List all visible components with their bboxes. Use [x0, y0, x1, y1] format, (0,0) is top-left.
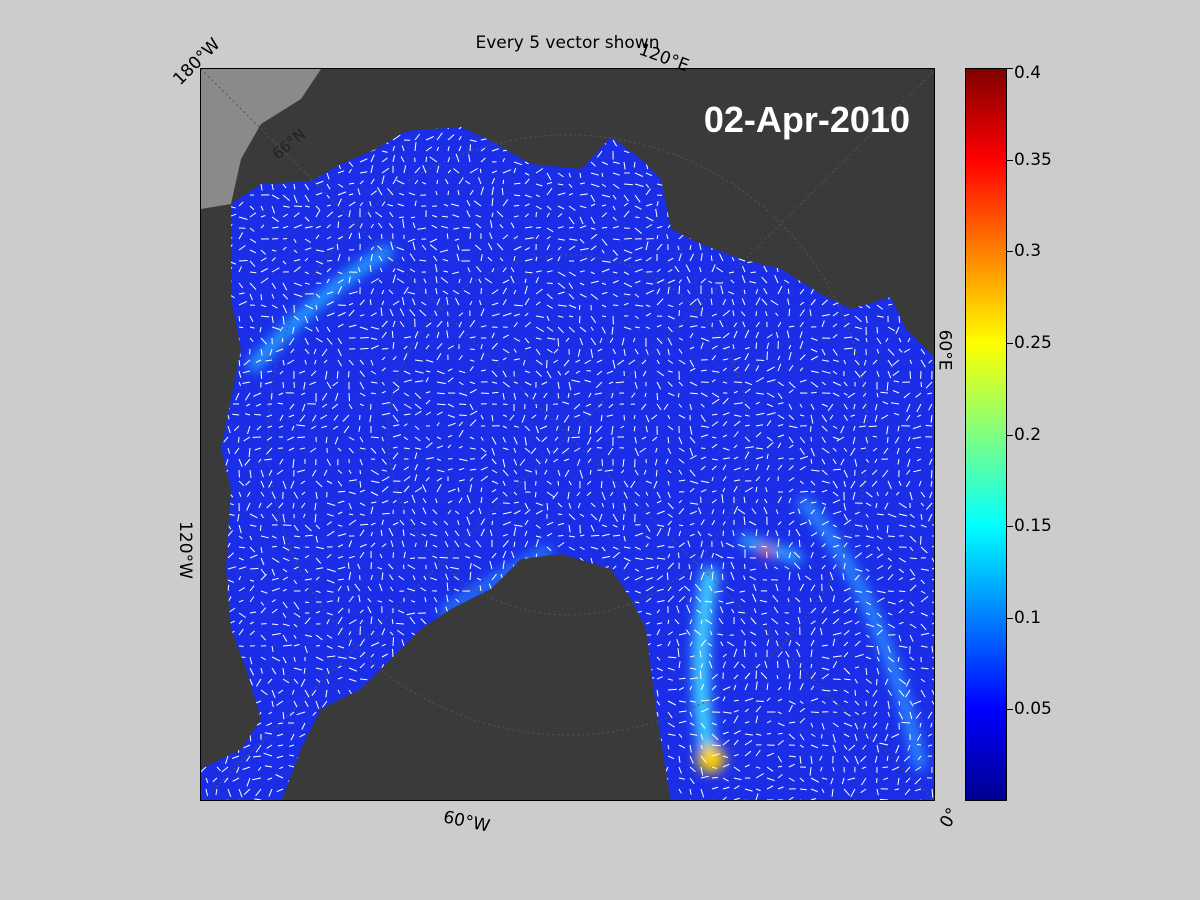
colorbar-tick	[1007, 617, 1013, 619]
colorbar-tick-label: 0.1	[1014, 607, 1042, 628]
lon-label-60e: 60°E	[934, 329, 955, 371]
colorbar-tick	[1007, 251, 1013, 253]
date-label: 02-Apr-2010	[703, 99, 910, 140]
colorbar-tick	[1007, 68, 1013, 69]
colorbar-tick	[1007, 526, 1013, 528]
colorbar-tick	[1007, 434, 1013, 436]
colorbar-tick-label: 0.25	[1014, 332, 1052, 353]
speed-highlights	[246, 243, 927, 773]
map-svg	[201, 69, 934, 800]
map-panel: 02-Apr-2010	[200, 68, 935, 801]
plot-title: Every 5 vector shown	[475, 33, 660, 53]
graticule	[201, 69, 934, 800]
colorbar-tick-label: 0.05	[1014, 699, 1052, 720]
ice-shelf-area	[201, 69, 321, 209]
lon-label-60w: 60°W	[441, 807, 492, 837]
colorbar-tick	[1007, 709, 1013, 711]
colorbar-tick-label: 0.15	[1014, 516, 1052, 537]
lon-label-0: 0°	[936, 804, 964, 832]
colorbar-tick-label: 0.3	[1014, 241, 1042, 262]
colorbar-tick-label: 0.4	[1014, 63, 1042, 83]
colorbar-tick-label: 0.35	[1014, 149, 1052, 170]
colorbar-tick	[1007, 342, 1013, 344]
colorbar-tick-label: 0.2	[1014, 424, 1042, 445]
colorbar	[965, 68, 1007, 801]
lon-label-120w: 120°W	[174, 521, 195, 579]
colorbar-tick	[1007, 159, 1013, 161]
